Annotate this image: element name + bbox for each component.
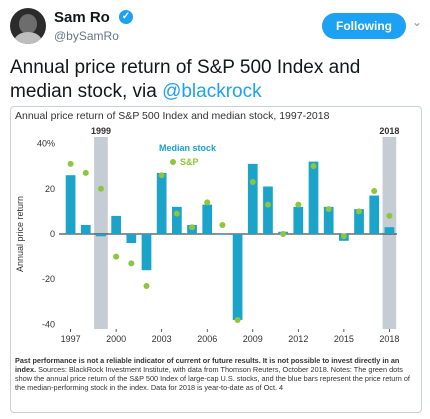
x-tick-label: 2015 [334, 334, 354, 344]
bar [172, 206, 182, 234]
x-tick-label: 1997 [61, 334, 81, 344]
x-tick-label: 2018 [379, 334, 399, 344]
dot [219, 221, 226, 228]
y-tick-label: 0 [50, 229, 55, 239]
following-button[interactable]: Following [322, 13, 406, 39]
x-tick-label: 2006 [197, 334, 217, 344]
dot [204, 199, 211, 206]
dot [356, 208, 363, 215]
bar [247, 163, 258, 234]
bar [354, 209, 364, 234]
y-tick-label: 40% [37, 139, 55, 149]
chart-title: Annual price return of S&P 500 Index and… [15, 110, 330, 122]
dot [295, 201, 302, 208]
avatar-body [14, 32, 42, 44]
chart-notes: Past performance is not a reliable indic… [15, 356, 417, 392]
avatar-face [19, 14, 37, 34]
avatar[interactable] [10, 8, 46, 44]
highlight-label: 1999 [91, 126, 111, 136]
notes-disclaimer: Past performance is not a reliable indic… [15, 356, 400, 374]
bar [308, 161, 319, 234]
bar [369, 195, 380, 234]
dot [249, 178, 256, 185]
y-axis-label: Annual price return [15, 196, 25, 272]
bar [293, 206, 304, 234]
legend-median-stock: Median stock [159, 143, 217, 153]
bar [141, 234, 152, 271]
bar [65, 175, 76, 234]
bar [384, 227, 395, 234]
dot [234, 316, 241, 323]
bar [263, 186, 273, 234]
tweet-body: Annual price return of S&P 500 Index and… [10, 57, 361, 102]
bar [156, 172, 167, 234]
dot [340, 233, 347, 240]
dot [128, 260, 135, 267]
dot [189, 224, 196, 231]
chart: 1999 2018 -40 -20 0 20 40% Annual price return 1… [15, 126, 399, 344]
mention-link[interactable]: @blackrock [162, 81, 262, 102]
user-handle[interactable]: @bySamRo [54, 29, 119, 43]
y-tick-label: -40 [42, 319, 55, 329]
tweet-header: Sam Ro ✓ @bySamRo Following ⌄ [0, 0, 430, 54]
verified-icon: ✓ [119, 10, 133, 24]
dot [67, 160, 74, 167]
y-tick-label: -20 [42, 274, 55, 284]
dot [280, 231, 287, 237]
chevron-down-icon[interactable]: ⌄ [412, 15, 423, 29]
x-tick-label: 2003 [152, 334, 172, 344]
dot [173, 210, 180, 217]
bar [126, 234, 137, 244]
x-tick-label: 2009 [243, 334, 263, 344]
chart-card[interactable]: Annual price return of S&P 500 Index and… [10, 106, 422, 413]
notes-sources: Sources: BlackRock Investment Institute,… [15, 365, 410, 392]
y-tick-label: 20 [45, 184, 55, 194]
highlight-label: 2018 [379, 126, 399, 136]
dot [113, 253, 120, 260]
dot [264, 201, 271, 208]
bar [111, 215, 121, 234]
legend-sp: S&P [180, 157, 199, 167]
x-tick-label: 2000 [106, 334, 126, 344]
user-name[interactable]: Sam Ro [54, 9, 110, 26]
dot [143, 283, 150, 290]
bar [323, 206, 334, 234]
legend-sp-dot [170, 159, 176, 165]
bar [217, 234, 228, 235]
bar [96, 234, 106, 237]
dot [371, 188, 378, 195]
dot [310, 163, 317, 170]
dot [82, 169, 89, 176]
bar [80, 224, 91, 234]
tweet-text: Annual price return of S&P 500 Index and… [10, 56, 420, 104]
bar [232, 234, 243, 320]
highlight-column [94, 137, 108, 329]
x-tick-label: 2012 [288, 334, 308, 344]
dot [325, 206, 332, 213]
dot [158, 172, 165, 179]
bar [202, 204, 213, 234]
dot [97, 185, 104, 192]
dot [386, 212, 393, 219]
